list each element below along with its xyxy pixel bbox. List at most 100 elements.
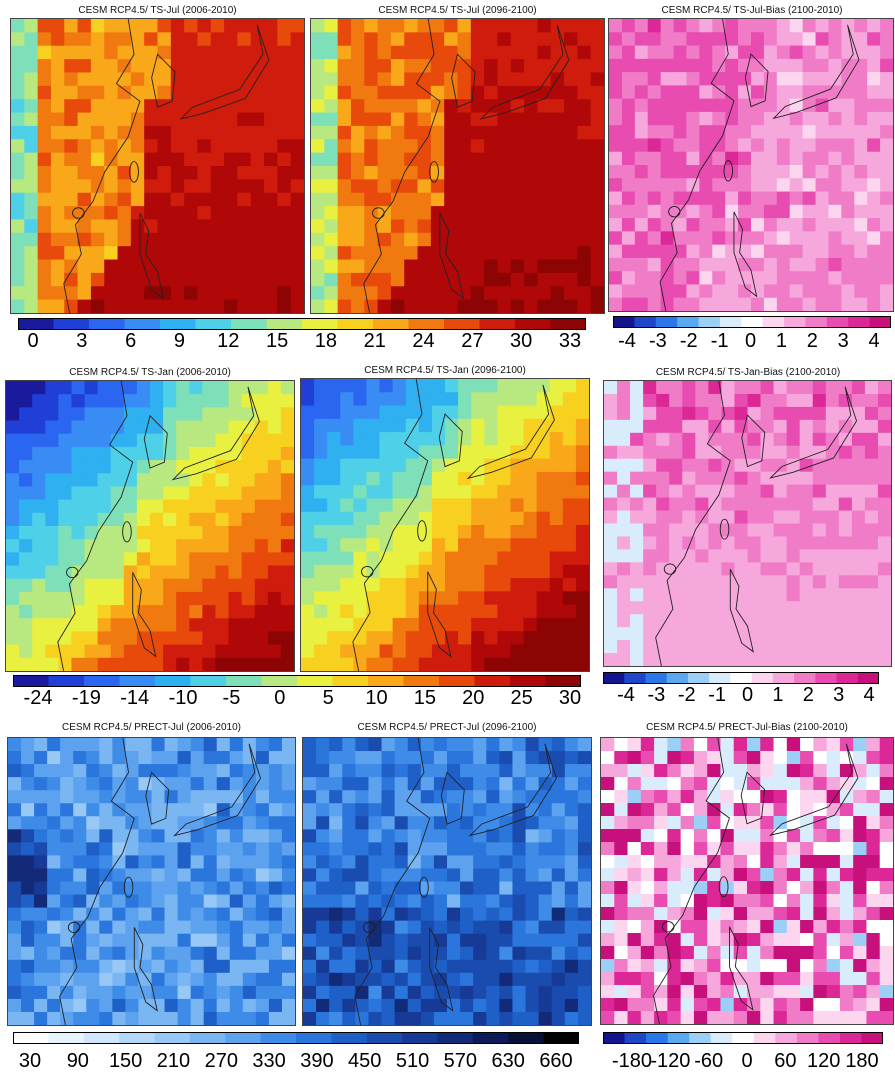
grid-cell	[431, 432, 446, 446]
grid-cell	[686, 218, 700, 232]
grid-cell	[71, 486, 86, 501]
grid-cell	[190, 855, 205, 870]
grid-cell	[197, 19, 212, 33]
grid-cell	[290, 286, 304, 301]
grid-cell	[229, 1011, 244, 1025]
grid-cell	[457, 19, 472, 33]
grid-cell	[660, 178, 675, 193]
grid-cell	[773, 907, 788, 921]
grid-cell	[215, 512, 230, 527]
grid-cell	[734, 510, 749, 525]
grid-cell	[11, 299, 25, 313]
grid-cell	[151, 842, 166, 857]
grid-cell	[125, 842, 140, 857]
coastline-taiwan	[417, 520, 427, 542]
grid-cell	[773, 627, 788, 641]
grid-cell	[538, 894, 553, 909]
grid-cell	[680, 777, 695, 791]
grid-cell	[562, 604, 577, 619]
grid-cell	[71, 420, 86, 435]
grid-cell	[268, 868, 283, 883]
grid-cell	[157, 125, 172, 140]
grid-cell	[604, 640, 618, 654]
grid-cell	[484, 32, 499, 47]
grid-cell	[634, 111, 649, 126]
colorbar-tick-label: 3	[76, 330, 88, 352]
grid-cell	[853, 946, 868, 960]
grid-cell	[311, 246, 325, 261]
grid-cell	[669, 549, 683, 563]
grid-cell	[802, 204, 817, 219]
grid-cell	[707, 738, 722, 752]
grid-cell	[224, 206, 239, 221]
grid-cell	[673, 45, 688, 60]
grid-cell	[695, 445, 709, 460]
grid-cell	[773, 959, 788, 973]
grid-cell	[673, 98, 688, 113]
grid-cell	[617, 458, 631, 473]
grid-cell	[254, 446, 269, 461]
grid-cell	[34, 920, 48, 935]
grid-cell	[686, 297, 700, 311]
grid-cell	[825, 653, 840, 666]
grid-cell	[8, 829, 22, 843]
grid-cell	[327, 551, 341, 566]
grid-cell	[324, 85, 339, 100]
grid-cell	[484, 232, 499, 247]
grid-cell	[707, 959, 722, 973]
grid-cell	[721, 549, 736, 563]
grid-cell	[342, 933, 356, 948]
grid-cell	[163, 407, 177, 422]
grid-cell	[350, 166, 365, 180]
grid-cell	[815, 98, 830, 113]
grid-cell	[604, 575, 618, 589]
grid-cell	[303, 972, 317, 987]
grid-cell	[215, 657, 230, 671]
grid-cell	[130, 272, 145, 287]
grid-cell	[420, 829, 435, 843]
grid-cell	[184, 232, 199, 247]
grid-cell	[342, 946, 356, 961]
grid-cell	[324, 59, 339, 74]
grid-cell	[164, 751, 179, 765]
grid-cell	[241, 446, 256, 461]
grid-cell	[250, 59, 265, 74]
grid-cell	[499, 933, 514, 948]
grid-cell	[90, 72, 105, 87]
grid-cell	[695, 627, 709, 641]
grid-cell	[630, 536, 644, 551]
grid-cell	[707, 907, 722, 921]
grid-cell	[11, 286, 25, 301]
grid-cell	[303, 946, 317, 961]
grid-cell	[24, 206, 39, 221]
grid-cell	[392, 445, 407, 460]
grid-cell	[460, 946, 474, 961]
grid-cell	[58, 644, 73, 659]
grid-cell	[643, 445, 657, 460]
coastline-taiwan	[123, 876, 134, 898]
grid-cell	[407, 1011, 422, 1025]
grid-cell	[177, 829, 192, 843]
grid-cell	[721, 536, 736, 551]
coastline	[659, 19, 735, 311]
grid-cell	[189, 512, 203, 527]
grid-cell	[725, 58, 739, 73]
panel-title-tsjan-bias: CESM RCP4.5/ TS-Jan-Bias (2100-2010)	[655, 367, 841, 378]
grid-cell	[617, 445, 631, 460]
grid-cell	[229, 803, 244, 817]
grid-cell	[210, 272, 225, 287]
grid-cell	[34, 1011, 48, 1025]
grid-cell	[877, 653, 891, 666]
grid-cell	[577, 59, 592, 74]
grid-cell	[760, 998, 775, 1012]
grid-cell	[350, 32, 365, 47]
grid-cell	[707, 1011, 722, 1024]
grid-cell	[366, 511, 381, 526]
grid-cell	[417, 166, 432, 180]
grid-cell	[104, 259, 119, 274]
grid-cell	[112, 959, 127, 974]
grid-cell	[125, 764, 140, 778]
grid-cell	[197, 286, 212, 301]
grid-cell	[643, 523, 657, 538]
grid-cell	[99, 920, 113, 935]
